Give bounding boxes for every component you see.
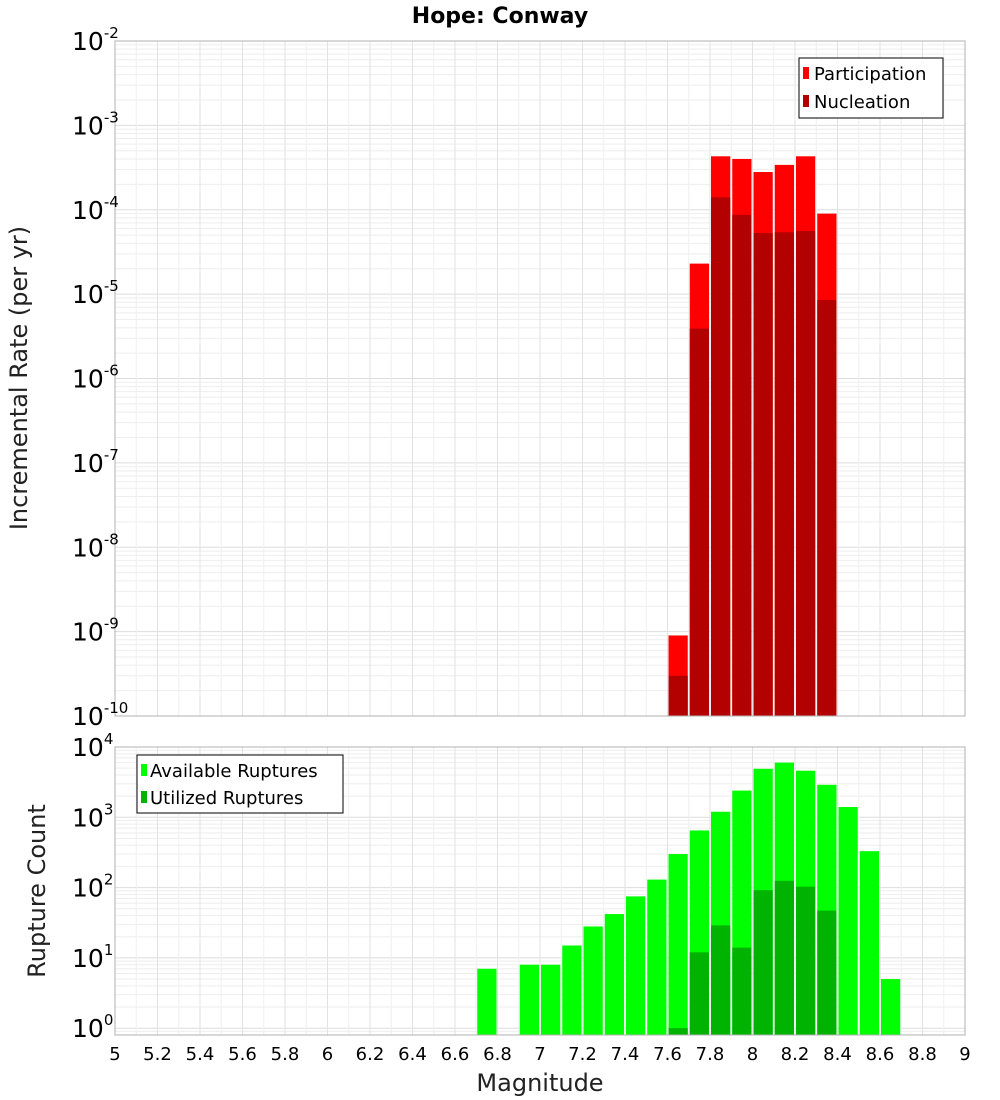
x-tick-label: 7.6 — [653, 1044, 682, 1065]
x-tick-label: 5 — [109, 1044, 120, 1065]
bar-available-ruptures — [583, 926, 603, 1035]
legend-label-available: Available Ruptures — [150, 761, 318, 782]
bar-utilized-ruptures — [668, 1028, 688, 1035]
x-tick-label: 8.4 — [823, 1044, 852, 1065]
rate-legend-box — [798, 57, 944, 119]
y-tick-label: 10-4 — [72, 193, 119, 225]
bar-nucleation — [711, 197, 731, 717]
bar-available-ruptures — [562, 945, 582, 1035]
magnitude-tick-labels: 5 5.2 5.4 5.6 5.8 6 6.2 6.4 6.6 6.8 7 7.2 7.4 7.6 7.8 8… — [109, 1044, 970, 1065]
bar-utilized-ruptures — [711, 925, 731, 1035]
bar-available-ruptures — [859, 851, 879, 1035]
bar-nucleation — [796, 230, 816, 716]
y-tick-label: 10-3 — [72, 108, 119, 140]
legend-label-nucleation: Nucleation — [814, 92, 910, 113]
y-tick-label: 10-10 — [72, 699, 128, 731]
bar-utilized-ruptures — [753, 890, 773, 1035]
count-bars — [477, 762, 901, 1035]
x-tick-label: 5.6 — [228, 1044, 257, 1065]
x-tick-label: 5.4 — [186, 1044, 215, 1065]
rate-bars — [668, 156, 837, 717]
bar-available-ruptures — [604, 914, 624, 1035]
rate-legend: Participation Nucleation — [798, 57, 944, 119]
bar-nucleation — [817, 300, 837, 716]
legend-swatch-available — [141, 764, 147, 776]
x-tick-label: 5.2 — [143, 1044, 172, 1065]
rate-y-axis-label: Incremental Rate (per yr) — [5, 226, 33, 530]
x-tick-label: 7.4 — [611, 1044, 640, 1065]
legend-label-utilized: Utilized Ruptures — [150, 788, 303, 809]
x-tick-label: 8 — [747, 1044, 758, 1065]
bar-available-ruptures — [519, 964, 539, 1035]
y-tick-label: 10-9 — [72, 615, 119, 647]
y-tick-label: 10-8 — [72, 530, 119, 562]
count-legend-box — [136, 754, 344, 814]
bar-available-ruptures — [626, 896, 646, 1035]
bar-available-ruptures — [881, 979, 901, 1035]
x-axis-label: Magnitude — [476, 1069, 603, 1097]
bar-available-ruptures — [541, 964, 561, 1035]
x-tick-label: 6.2 — [356, 1044, 385, 1065]
count-legend: Available Ruptures Utilized Ruptures — [136, 754, 344, 814]
y-tick-label: 100 — [72, 1011, 113, 1043]
bar-nucleation — [668, 675, 688, 716]
y-tick-label: 10-5 — [72, 277, 119, 309]
y-tick-label: 10-7 — [72, 446, 119, 478]
bar-utilized-ruptures — [689, 952, 709, 1035]
legend-swatch-participation — [803, 67, 809, 79]
bar-nucleation — [774, 232, 794, 716]
y-tick-label: 10-2 — [72, 24, 119, 56]
rate-y-tick-labels: 10-10 10-9 10-8 10-7 10-6 10-5 10-4 10-3 10-2 — [72, 24, 128, 731]
legend-label-participation: Participation — [814, 64, 926, 85]
x-tick-label: 8.6 — [866, 1044, 895, 1065]
x-tick-label: 6.6 — [441, 1044, 470, 1065]
bar-nucleation — [689, 328, 709, 716]
x-tick-label: 9 — [959, 1044, 970, 1065]
bar-available-ruptures — [668, 854, 688, 1035]
x-tick-label: 7.8 — [696, 1044, 725, 1065]
count-plot-frame — [114, 746, 966, 1036]
y-tick-label: 101 — [72, 941, 113, 973]
rate-plot-frame — [114, 40, 966, 717]
y-tick-label: 10-6 — [72, 362, 119, 394]
x-tick-label: 7.2 — [568, 1044, 597, 1065]
rate-gridlines — [114, 41, 966, 717]
x-tick-label: 6.8 — [483, 1044, 512, 1065]
bar-utilized-ruptures — [796, 886, 816, 1035]
bar-nucleation — [753, 233, 773, 716]
count-y-tick-labels: 100 101 102 103 104 — [72, 730, 113, 1043]
bar-nucleation — [732, 214, 752, 716]
bar-utilized-ruptures — [817, 910, 837, 1035]
x-tick-label: 6 — [322, 1044, 333, 1065]
x-tick-label: 5.8 — [271, 1044, 300, 1065]
bar-utilized-ruptures — [732, 947, 752, 1035]
bar-available-ruptures — [838, 807, 858, 1035]
bar-available-ruptures — [477, 968, 497, 1035]
legend-swatch-utilized — [141, 791, 147, 803]
legend-swatch-nucleation — [803, 95, 809, 107]
count-panel: 100 101 102 103 104 5 5.2 5.4 5.6 5.8 6 6.2 6.4 6.6 6… — [23, 730, 971, 1097]
rate-panel: 10-10 10-9 10-8 10-7 10-6 10-5 10-4 10-3 10-2 In… — [5, 24, 966, 731]
count-y-axis-label: Rupture Count — [23, 804, 51, 978]
chart-title: Hope: Conway — [412, 4, 588, 29]
y-tick-label: 102 — [72, 871, 113, 903]
y-tick-label: 104 — [72, 730, 113, 762]
bar-utilized-ruptures — [774, 880, 794, 1035]
x-tick-label: 6.4 — [398, 1044, 427, 1065]
x-tick-label: 7 — [534, 1044, 545, 1065]
x-tick-label: 8.2 — [781, 1044, 810, 1065]
y-tick-label: 103 — [72, 800, 113, 832]
x-tick-label: 8.8 — [908, 1044, 937, 1065]
bar-available-ruptures — [647, 879, 667, 1035]
